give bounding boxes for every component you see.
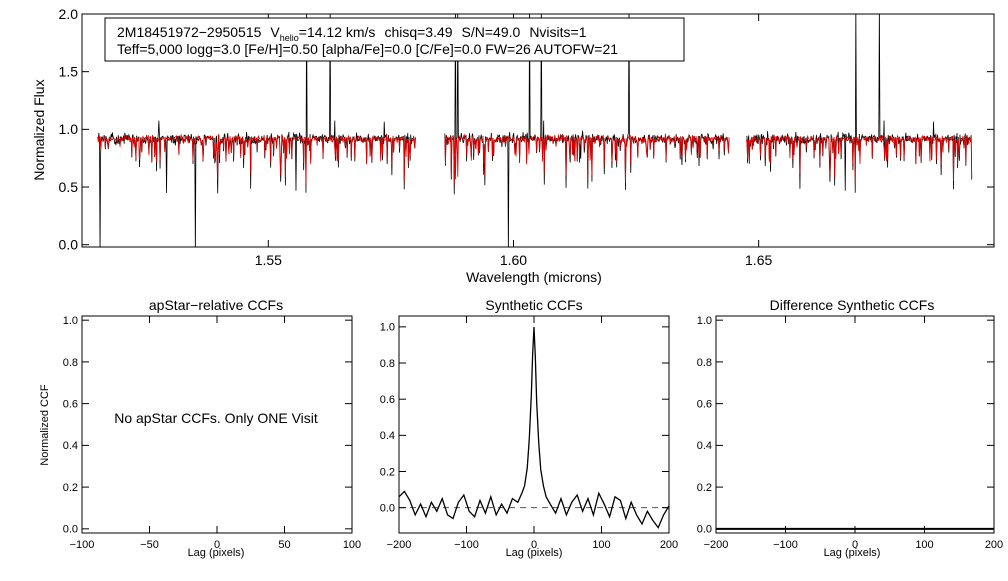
- spectrum-axes-frame: [81, 13, 995, 248]
- nvisits: Nvisits=1: [529, 24, 586, 40]
- apstar-ccf-ytick-label: 0.6: [63, 398, 78, 410]
- apstar-ccf-ytick-label: 0.8: [63, 357, 78, 369]
- apstar-ccf-ylabel: Normalized CCF: [39, 384, 51, 466]
- difference-ccf-ytick-label: 0.2: [697, 482, 712, 494]
- synthetic-ccf-panel: −200 −100 0 100 200 0.0 0.2 0.4 0.6 0.8 1.0 Synthe…: [380, 297, 678, 559]
- spectrum-ytick-label: 2.0: [59, 6, 79, 22]
- vhelio-subscript: helio: [280, 33, 299, 43]
- difference-ccf-ytick-label: 1.0: [697, 315, 712, 327]
- model-spectrum-chip-2: [444, 133, 730, 185]
- difference-ccf-xlabel: Lag (pixels): [824, 547, 881, 559]
- difference-ccf-ytick-label: 0.6: [697, 398, 712, 410]
- fit-info-frame: [104, 17, 685, 62]
- apstar-ccf-ticks: −100 −50 0 50 100 0.0 0.2 0.4 0.6 0.8 1.0: [63, 315, 361, 551]
- synthetic-ccf-ytick-label: 0.6: [380, 394, 395, 406]
- apstar-ccf-title: apStar−relative CCFs: [149, 297, 283, 313]
- spectrum-traces: [97, 14, 973, 247]
- fit-info-line1: 2M18451972−2950515 Vhelio=14.12 km/s chisq…: [117, 24, 587, 43]
- apstar-ccf-xtick-label: 50: [278, 539, 290, 551]
- difference-ccf-xtick-label: −100: [773, 539, 798, 551]
- vhelio-label: V: [270, 24, 280, 40]
- spectrum-panel: 1.55 1.60 1.65 0.0 0.5 1.0 1.5 2.0 Wavelength (…: [31, 6, 995, 285]
- difference-ccf-panel: −200 −100 0 100 200 0.0 0.2 0.4 0.6 0.8 1.0 Differ…: [697, 297, 1003, 559]
- spectrum-ytick-label: 1.0: [59, 121, 79, 137]
- apstar-ccf-xtick-label: 100: [343, 539, 361, 551]
- difference-ccf-title: Difference Synthetic CCFs: [770, 297, 935, 313]
- synthetic-ccf-ytick-label: 0.0: [380, 503, 395, 515]
- apstar-ccf-ytick-label: 0.4: [63, 440, 78, 452]
- synthetic-ccf-axes-frame: [398, 315, 670, 534]
- synthetic-ccf-xtick-label: −100: [454, 539, 479, 551]
- synthetic-ccf-ytick-label: 0.4: [380, 430, 395, 442]
- model-spectrum-chip-1: [97, 133, 416, 184]
- synthetic-ccf-xtick-label: 200: [660, 539, 678, 551]
- difference-ccf-axes-frame: [715, 315, 995, 534]
- apstar-ccf-xtick-label: −100: [70, 539, 95, 551]
- spectrum-xtick-label: 1.65: [745, 252, 772, 268]
- difference-ccf-xtick-label: −200: [704, 539, 729, 551]
- spectrum-ytick-label: 0.0: [59, 237, 79, 253]
- spectrum-xlabel: Wavelength (microns): [466, 269, 602, 285]
- synthetic-ccf-xtick-label: 0: [531, 539, 537, 551]
- star-id: 2M18451972−2950515: [117, 24, 262, 40]
- apstar-ccf-ytick-label: 0.0: [63, 524, 78, 536]
- apstar-ccf-xtick-label: 0: [214, 539, 220, 551]
- chisq: chisq=3.49: [384, 24, 452, 40]
- synthetic-ccf-xlabel: Lag (pixels): [506, 547, 563, 559]
- spectrum-ytick-label: 1.5: [59, 64, 79, 80]
- synthetic-ccf-ytick-label: 0.8: [380, 358, 395, 370]
- snr: S/N=49.0: [462, 24, 521, 40]
- synthetic-ccf-xtick-label: −200: [387, 539, 412, 551]
- apstar-ccf-xtick-label: −50: [140, 539, 159, 551]
- apstar-ccf-ytick-label: 0.2: [63, 482, 78, 494]
- difference-ccf-ytick-label: 0.4: [697, 440, 712, 452]
- apstar-ccf-xlabel: Lag (pixels): [188, 547, 245, 559]
- difference-ccf-xtick-label: 100: [915, 539, 933, 551]
- synthetic-ccf-ticks: −200 −100 0 100 200 0.0 0.2 0.4 0.6 0.8 1.0: [380, 316, 678, 551]
- apstar-ccf-panel: −100 −50 0 50 100 0.0 0.2 0.4 0.6 0.8 1.0 apStar−r…: [39, 297, 361, 559]
- difference-ccf-xtick-label: 0: [852, 539, 858, 551]
- synthetic-ccf-ytick-label: 0.2: [380, 466, 395, 478]
- spectrum-ytick-label: 0.5: [59, 179, 79, 195]
- observed-spectrum-chip-3: [746, 14, 973, 193]
- vhelio-value: =14.12 km/s: [299, 24, 376, 40]
- synthetic-ccf-plot: [398, 326, 670, 529]
- difference-ccf-ytick-label: 0.8: [697, 357, 712, 369]
- fit-info-box: 2M18451972−2950515 Vhelio=14.12 km/s chisq…: [104, 17, 685, 62]
- synthetic-ccf-xtick-label: 100: [592, 539, 610, 551]
- spectrum-ticks: 1.55 1.60 1.65 0.0 0.5 1.0 1.5 2.0: [59, 6, 994, 268]
- apstar-ccf-ytick-label: 1.0: [63, 315, 78, 327]
- no-ccf-message: No apStar CCFs. Only ONE Visit: [114, 410, 318, 426]
- spectrum-xtick-label: 1.55: [255, 252, 282, 268]
- spectrum-ylabel: Normalized Flux: [31, 79, 47, 180]
- synthetic-ccf-line: [398, 326, 670, 529]
- difference-ccf-ticks: −200 −100 0 100 200 0.0 0.2 0.4 0.6 0.8 1.0: [697, 315, 1003, 551]
- difference-ccf-ytick-label: 0.0: [697, 524, 712, 536]
- model-spectrum-chip-3: [745, 133, 973, 184]
- difference-ccf-xtick-label: 200: [985, 539, 1003, 551]
- fit-info-line2: Teff=5,000 logg=3.0 [Fe/H]=0.50 [alpha/F…: [117, 41, 618, 57]
- synthetic-ccf-ytick-label: 1.0: [380, 322, 395, 334]
- synthetic-ccf-title: Synthetic CCFs: [485, 297, 582, 313]
- spectrum-xtick-label: 1.60: [500, 252, 527, 268]
